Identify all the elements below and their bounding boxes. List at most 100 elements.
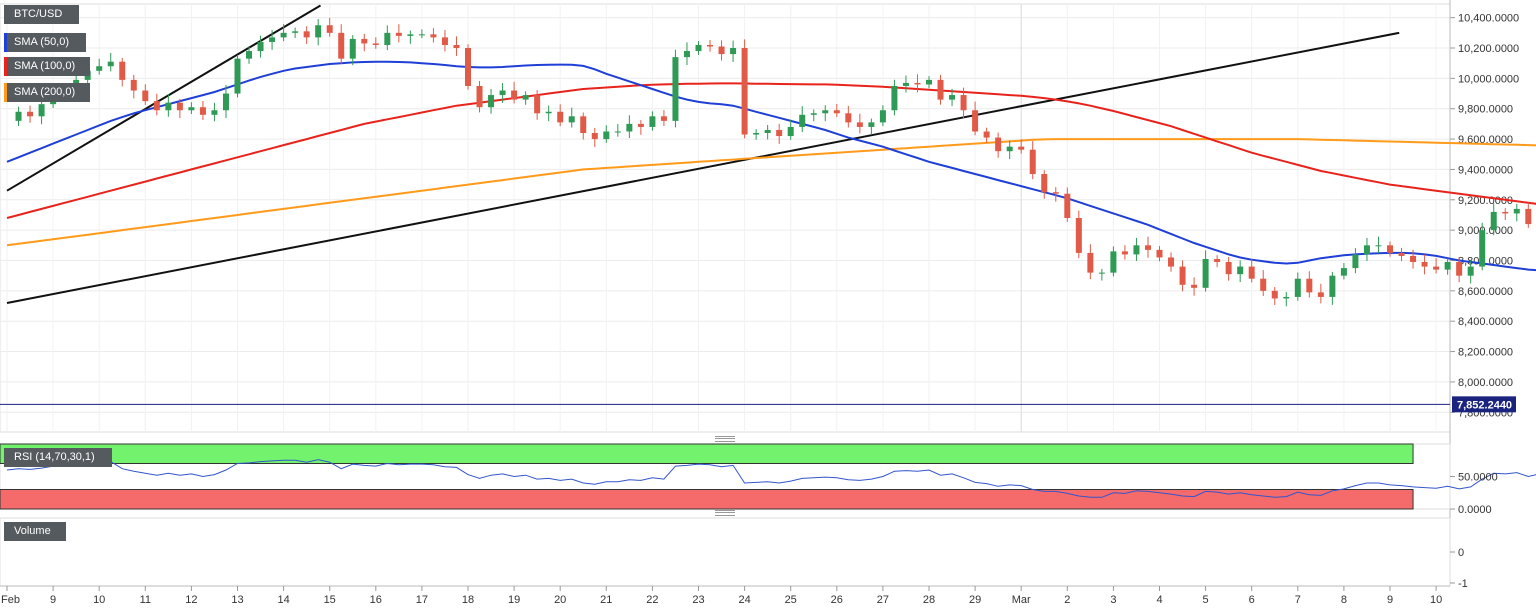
candle-body	[879, 110, 886, 123]
x-tick-label: 26	[831, 594, 843, 606]
x-tick-label: 9	[1387, 594, 1393, 606]
candle-body	[1398, 252, 1405, 256]
candle-body	[603, 131, 610, 140]
candle-body	[222, 93, 229, 111]
candle-body	[246, 51, 253, 59]
candle-body	[660, 116, 667, 121]
y-tick-label: 10,000.0000	[1458, 73, 1519, 85]
y-tick-label: 9,800.0000	[1458, 104, 1513, 116]
candle-body	[753, 133, 760, 135]
candle-body	[1490, 211, 1497, 231]
x-tick-label: 21	[600, 594, 612, 606]
x-tick-label: 14	[277, 594, 289, 606]
x-tick-label: 18	[462, 594, 474, 606]
rsi-tick-label: 50.0000	[1458, 472, 1498, 484]
candle-body	[199, 107, 206, 115]
candle-body	[1340, 268, 1347, 276]
current-price-value: 7,852.2440	[1457, 399, 1512, 411]
candle-body	[395, 32, 402, 36]
x-tick-label: 7	[1295, 594, 1301, 606]
x-tick-label: 13	[231, 594, 243, 606]
candle-body	[845, 113, 852, 123]
candle-body	[810, 113, 817, 115]
candle-body	[511, 90, 518, 100]
trendline	[6, 31, 1400, 304]
candle-body	[1306, 278, 1313, 293]
price-gridlines	[0, 4, 1450, 432]
candle-body	[1248, 266, 1255, 279]
candle-body	[1317, 292, 1324, 297]
legend-rsi[interactable]: RSI (14,70,30,1)	[4, 448, 112, 467]
candle-body	[637, 123, 644, 127]
x-tick-label: 20	[554, 594, 566, 606]
candle-body	[1110, 251, 1117, 273]
x-tick-label: 28	[923, 594, 935, 606]
y-tick-label: 8,200.0000	[1458, 347, 1513, 359]
candle-body	[983, 131, 990, 138]
legend-sma200-label: SMA (200,0)	[14, 86, 76, 98]
legend-sma200[interactable]: SMA (200,0)	[4, 83, 90, 102]
candle-body	[672, 57, 679, 121]
sma50-line	[6, 60, 1536, 272]
sma100-swatch	[4, 57, 7, 76]
legend-volume[interactable]: Volume	[4, 522, 66, 541]
rsi-pane: 50.0000 0.0000	[0, 443, 1536, 516]
candle-body	[303, 31, 310, 38]
legend-sma50[interactable]: SMA (50,0)	[4, 33, 86, 52]
x-tick-label: 10	[1430, 594, 1442, 606]
candle-body	[1225, 262, 1232, 275]
candle-body	[234, 58, 241, 94]
candle-body	[1064, 193, 1071, 218]
candle-body	[960, 95, 967, 111]
candle-body	[995, 137, 1002, 152]
candle-body	[188, 107, 195, 111]
x-tick-label: 10	[93, 594, 105, 606]
candle-body	[1352, 254, 1359, 269]
candle-body	[418, 34, 425, 36]
y-tick-label: 8,600.0000	[1458, 286, 1513, 298]
candle-body	[1525, 208, 1532, 225]
trendline	[6, 4, 321, 192]
candle-body	[764, 129, 771, 134]
candle-body	[649, 116, 656, 127]
candle-body	[361, 38, 368, 44]
legend-sma100-label: SMA (100,0)	[14, 60, 76, 72]
candle-body	[1214, 258, 1221, 263]
candle-body	[1144, 245, 1151, 250]
candle-body	[142, 90, 149, 102]
candle-body	[326, 25, 333, 33]
x-tick-label: 25	[785, 594, 797, 606]
candle-body	[730, 48, 737, 55]
sma50-swatch	[4, 33, 7, 52]
price-pane-bg	[0, 3, 1451, 433]
candle-body	[211, 110, 218, 115]
pane-resize-handle-rsi[interactable]	[715, 436, 735, 442]
legend-sma100[interactable]: SMA (100,0)	[4, 57, 90, 76]
candle-body	[1041, 173, 1048, 193]
candle-body	[580, 116, 587, 134]
candle-body	[1191, 284, 1198, 288]
candle-body	[1421, 262, 1428, 267]
candle-body	[776, 129, 783, 137]
candle-body	[1260, 278, 1267, 291]
candle-body	[1329, 275, 1336, 297]
candle-body	[822, 110, 829, 114]
candle-body	[1179, 266, 1186, 285]
candle-body	[926, 79, 932, 85]
candle-body	[153, 101, 160, 111]
candle-body	[522, 95, 529, 100]
volume-pane: 0 -1	[0, 517, 1468, 590]
candle-body	[1156, 249, 1163, 258]
candle-body	[1387, 245, 1393, 253]
candle-body	[914, 82, 921, 85]
candle-body	[1202, 258, 1209, 288]
x-tick-label: Mar	[1012, 594, 1031, 606]
pane-resize-handle-volume[interactable]	[715, 510, 735, 516]
legend-volume-label: Volume	[14, 525, 51, 537]
candle-body	[972, 110, 979, 132]
candle-body	[1018, 146, 1025, 150]
candle-body	[1133, 245, 1140, 255]
candle-body	[1052, 192, 1059, 194]
time-axis: Feb 9 10 11 12 13 14 15 16 17 18 19 20 21 22 23 24 25 26 27…	[0, 585, 1450, 606]
y-tick-label: 8,400.0000	[1458, 316, 1513, 328]
